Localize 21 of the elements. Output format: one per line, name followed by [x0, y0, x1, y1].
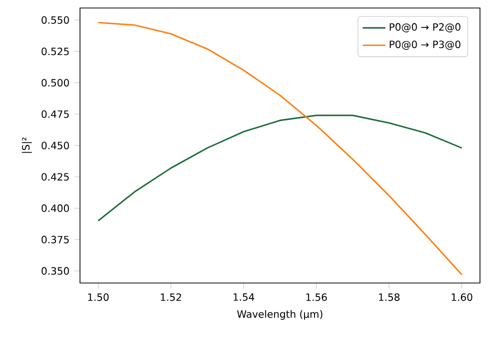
line-series [97, 114, 463, 222]
y-tick-label: 0.350 [42, 267, 69, 275]
legend-label: P0@0 → P3@0 [390, 40, 460, 50]
y-tick-label: 0.525 [42, 48, 69, 56]
y-tick-label: 0.400 [42, 204, 69, 212]
x-tick-label: 1.50 [88, 293, 109, 301]
x-tick-label: 1.56 [306, 293, 327, 301]
legend-label: P0@0 → P2@0 [390, 23, 460, 32]
x-tick-label: 1.58 [379, 293, 400, 301]
x-axis-title: Wavelength (µm) [237, 310, 322, 320]
y-tick-label: 0.550 [42, 16, 69, 24]
y-tick-label: 0.475 [42, 110, 69, 118]
y-tick-label: 0.500 [42, 78, 69, 87]
x-tick-label: 1.60 [452, 293, 472, 301]
y-tick-label: 0.375 [42, 236, 69, 244]
x-tick-label: 1.54 [234, 293, 254, 301]
y-tick-label: 0.425 [42, 173, 69, 181]
x-tick-label: 1.52 [160, 293, 182, 301]
y-tick-label: 0.450 [42, 142, 69, 150]
y-axis-title: |S|² [22, 138, 32, 153]
line-series [97, 22, 463, 276]
